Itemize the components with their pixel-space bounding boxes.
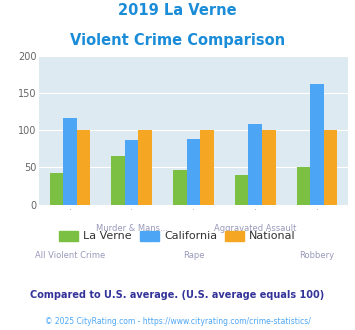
Text: All Violent Crime: All Violent Crime	[35, 251, 105, 260]
Bar	[138, 130, 152, 205]
Bar	[63, 118, 77, 205]
Bar	[125, 140, 138, 205]
Text: Rape: Rape	[183, 251, 204, 260]
Bar	[111, 156, 125, 205]
Text: Robbery: Robbery	[300, 251, 334, 260]
Bar	[173, 170, 187, 205]
Bar	[200, 130, 214, 205]
Bar	[262, 130, 275, 205]
Text: © 2025 CityRating.com - https://www.cityrating.com/crime-statistics/: © 2025 CityRating.com - https://www.city…	[45, 317, 310, 326]
Text: Compared to U.S. average. (U.S. average equals 100): Compared to U.S. average. (U.S. average …	[31, 290, 324, 300]
Bar	[324, 130, 337, 205]
Text: Aggravated Assault: Aggravated Assault	[214, 224, 296, 233]
Bar	[297, 167, 310, 205]
Text: Violent Crime Comparison: Violent Crime Comparison	[70, 33, 285, 48]
Bar	[248, 124, 262, 205]
Bar	[235, 175, 248, 205]
Bar	[187, 139, 200, 205]
Text: Murder & Mans...: Murder & Mans...	[96, 224, 168, 233]
Text: 2019 La Verne: 2019 La Verne	[118, 3, 237, 18]
Legend: La Verne, California, National: La Verne, California, National	[55, 227, 300, 246]
Bar	[50, 174, 63, 205]
Bar	[310, 84, 324, 205]
Bar	[77, 130, 90, 205]
